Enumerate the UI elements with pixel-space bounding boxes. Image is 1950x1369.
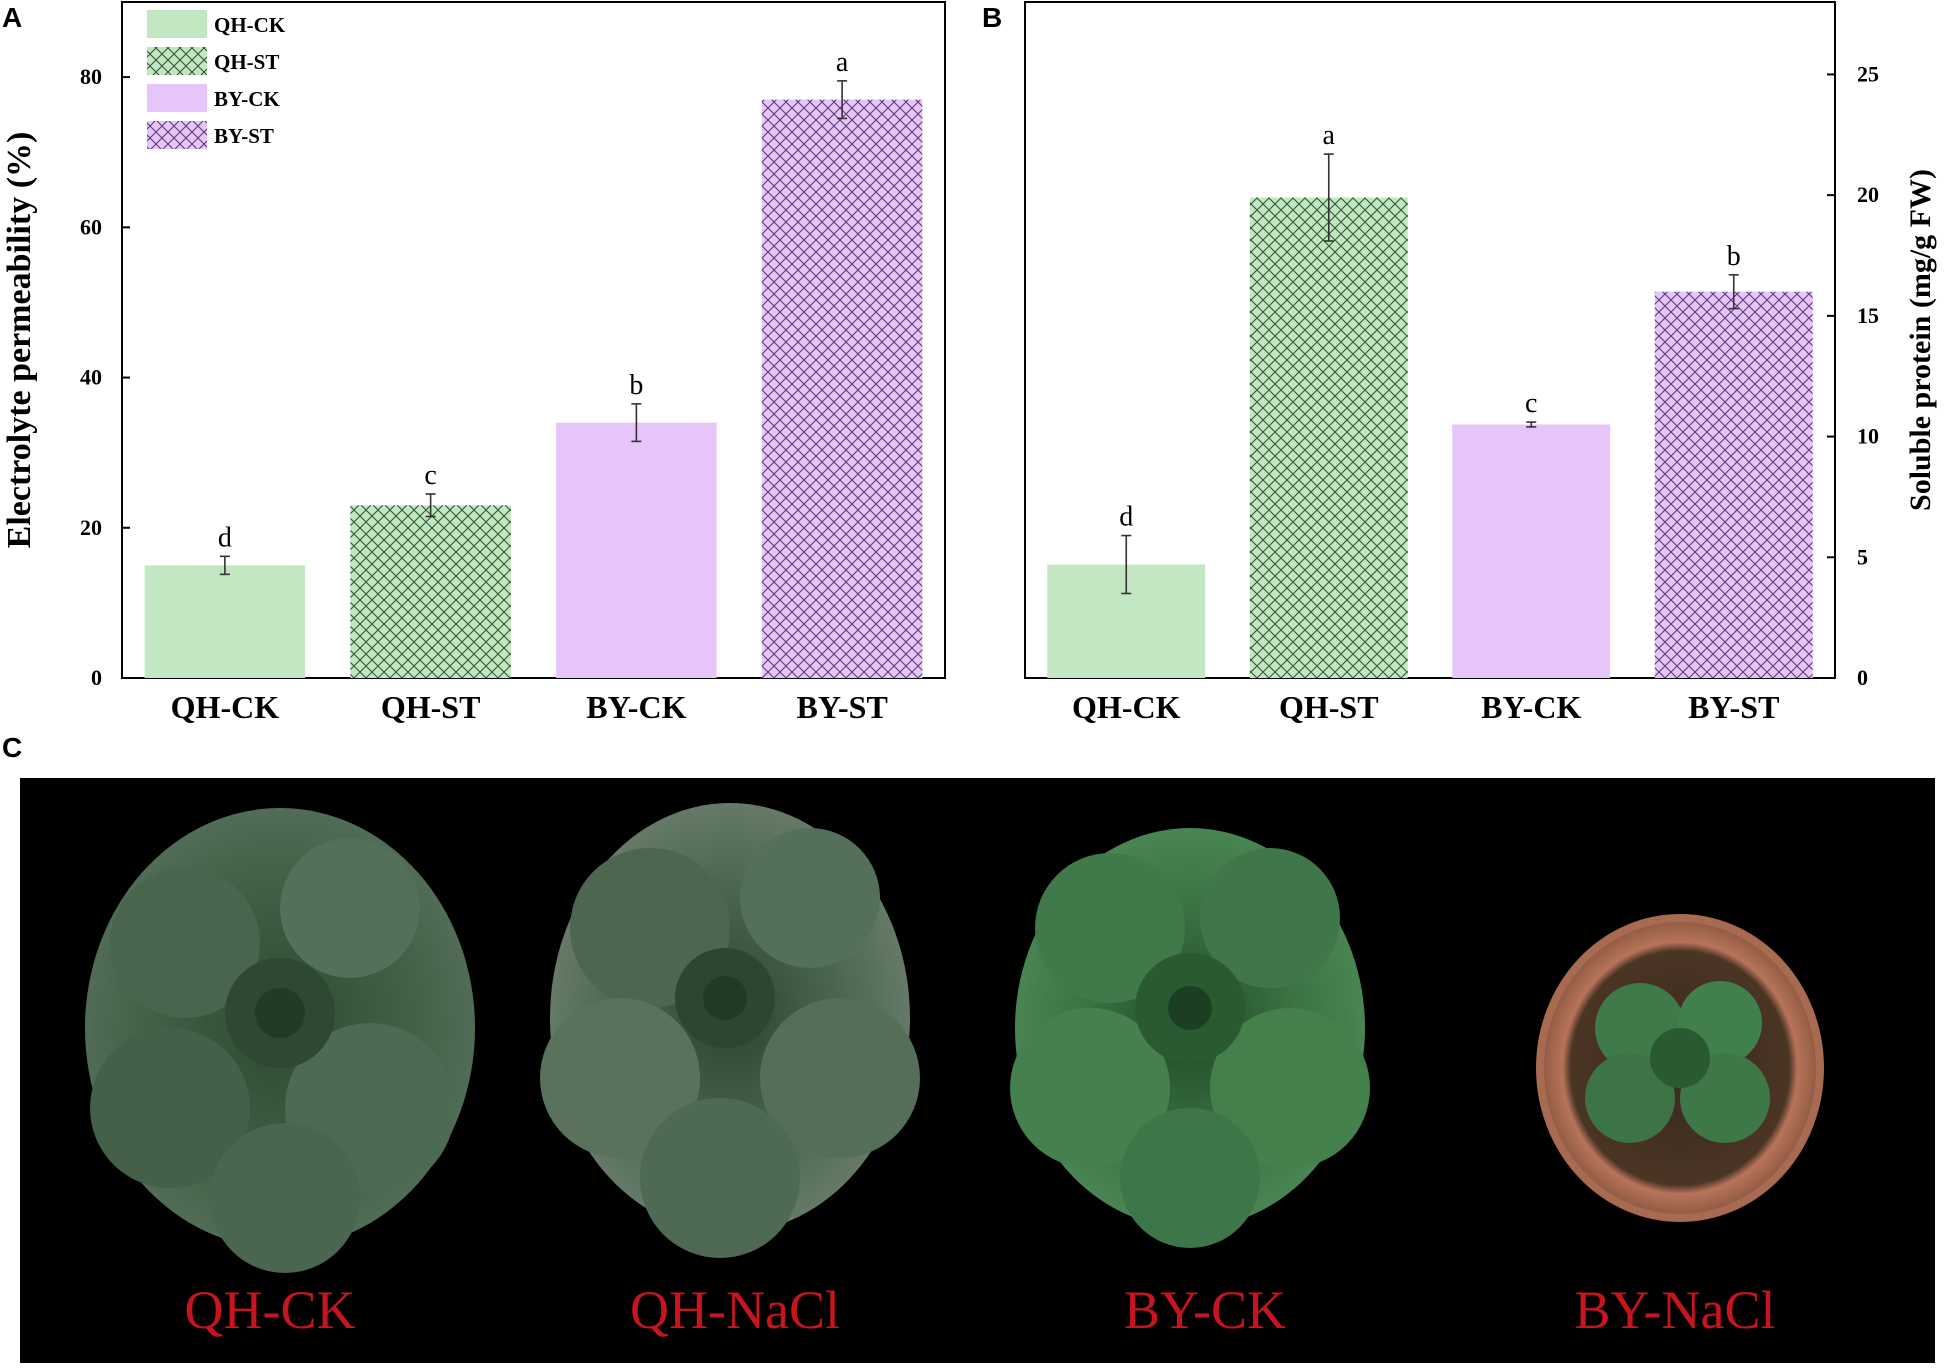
legend-swatch	[147, 121, 207, 149]
bar-by-st	[1654, 291, 1813, 678]
y-tick-label: 0	[91, 665, 102, 690]
chart-b-soluble-protein: 0 5 10 15 20 25 d QH-CK a QH-ST c BY-CK b BY-ST Solubl…	[1024, 1, 1937, 725]
legend-swatch	[147, 84, 207, 112]
bar-by-ck	[1452, 424, 1611, 678]
plant-photo-panel: QH-CK QH-NaCl BY-CK BY-NaCl	[20, 778, 1935, 1363]
plot-frame	[121, 1, 946, 679]
y-axis-label: Electrolyte permeability (%)	[1, 132, 38, 549]
panel-a-letter: A	[2, 2, 23, 33]
category-label: BY-ST	[796, 689, 887, 725]
significance-label: b	[1727, 241, 1741, 272]
significance-label: c	[424, 460, 436, 491]
plant-qh-ck	[85, 808, 475, 1273]
category-label: QH-ST	[1279, 689, 1379, 725]
plant-label-by-nacl: BY-NaCl	[1574, 1280, 1776, 1340]
y-tick-label: 5	[1857, 544, 1868, 569]
panel-b-letter: B	[982, 2, 1003, 33]
category-label: BY-ST	[1688, 689, 1779, 725]
significance-label: b	[629, 370, 643, 401]
category-label: QH-CK	[1072, 689, 1181, 725]
significance-label: a	[1323, 120, 1336, 151]
bar-by-ck	[556, 422, 717, 678]
y-tick-label: 15	[1857, 303, 1879, 328]
y-tick-label: 20	[80, 515, 102, 540]
legend-label: BY-CK	[214, 87, 280, 111]
plant-qh-nacl	[540, 803, 920, 1258]
legend-swatch	[147, 10, 207, 38]
category-label: QH-ST	[381, 689, 481, 725]
category-label: BY-CK	[586, 689, 686, 725]
bar-qh-ck	[144, 565, 306, 678]
y-tick-label: 10	[1857, 424, 1879, 449]
plant-label-by-ck: BY-CK	[1123, 1280, 1287, 1340]
plant-label-qh-nacl: QH-NaCl	[630, 1280, 840, 1340]
plant-label-qh-ck: QH-CK	[184, 1280, 356, 1340]
y-tick-label: 60	[80, 214, 102, 239]
bar-qh-st	[350, 505, 511, 678]
significance-label: a	[836, 47, 849, 78]
legend-label: BY-ST	[214, 124, 274, 148]
legend-label: QH-ST	[214, 50, 279, 74]
plot-frame	[1024, 1, 1836, 679]
significance-label: c	[1525, 388, 1537, 419]
category-label: QH-CK	[171, 689, 280, 725]
plant-photo-illustration	[85, 803, 1824, 1273]
bar-by-st	[761, 99, 923, 678]
legend-swatch	[147, 47, 207, 75]
significance-label: d	[218, 522, 232, 553]
significance-label: d	[1119, 502, 1133, 533]
category-label: BY-CK	[1481, 689, 1581, 725]
bar-qh-st	[1249, 197, 1408, 679]
y-tick-label: 20	[1857, 182, 1879, 207]
chart-a-electrolyte-permeability: 0 20 40 60 80 d QH-CK c QH-ST b BY-CK a BY-ST Electro…	[1, 1, 946, 725]
panel-c-letter: C	[2, 732, 23, 763]
plant-by-nacl	[1536, 914, 1824, 1222]
y-axis-label: Soluble protein (mg/g FW)	[1904, 169, 1937, 511]
y-tick-label: 25	[1857, 61, 1879, 86]
plant-by-ck	[1010, 828, 1370, 1248]
y-tick-label: 0	[1857, 665, 1868, 690]
y-tick-label: 80	[80, 64, 102, 89]
legend-label: QH-CK	[214, 13, 286, 37]
y-tick-label: 40	[80, 365, 102, 390]
